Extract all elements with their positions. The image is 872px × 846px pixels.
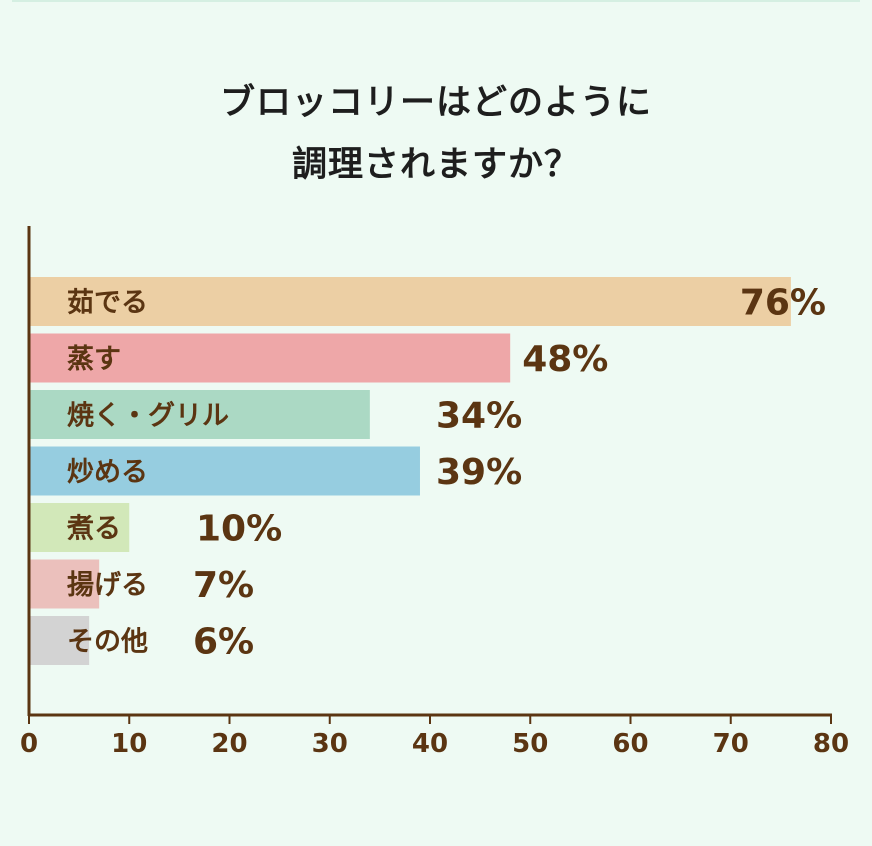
bar-category-label: 煮る	[66, 514, 121, 545]
x-tick-label: 0	[20, 729, 38, 759]
bar-value-label: 34%	[436, 396, 522, 437]
x-tick-label: 20	[211, 729, 247, 759]
bar-category-label: 茹でる	[67, 288, 148, 319]
x-tick-label: 70	[713, 729, 749, 759]
bar-value-label: 39%	[436, 452, 522, 493]
bar-value-label: 48%	[522, 339, 608, 380]
chart-title-line2: 調理されますか？	[291, 145, 580, 185]
bar-category-label: その他	[67, 627, 148, 658]
bar-category-label: 焼く・グリル	[67, 400, 229, 432]
bar-0	[29, 277, 791, 326]
bar-value-label: 7%	[193, 565, 254, 606]
x-tick-label: 30	[312, 729, 348, 759]
top-divider	[12, 0, 860, 2]
x-tick-label: 80	[813, 729, 849, 759]
bar-category-label: 炒める	[67, 457, 148, 488]
bar-value-label: 76%	[740, 283, 826, 324]
bar-2	[29, 390, 370, 439]
x-tick-label: 40	[412, 729, 448, 759]
chart-title-line1: ブロッコリーはどのように	[219, 83, 652, 123]
bar-4	[29, 503, 130, 552]
bar-category-label: 揚げる	[67, 570, 148, 601]
chart-title: ブロッコリーはどのように 調理されますか？	[0, 72, 872, 196]
bar-value-label: 10%	[196, 509, 282, 550]
x-tick-label: 60	[612, 729, 648, 759]
bar-6	[29, 616, 90, 665]
x-tick-label: 10	[111, 729, 147, 759]
bar-category-label: 蒸す	[67, 344, 121, 375]
x-tick-label: 50	[512, 729, 548, 759]
bar-1	[29, 333, 511, 383]
bar-value-label: 6%	[193, 622, 254, 663]
bar-5	[29, 559, 100, 609]
bar-3	[29, 446, 420, 496]
